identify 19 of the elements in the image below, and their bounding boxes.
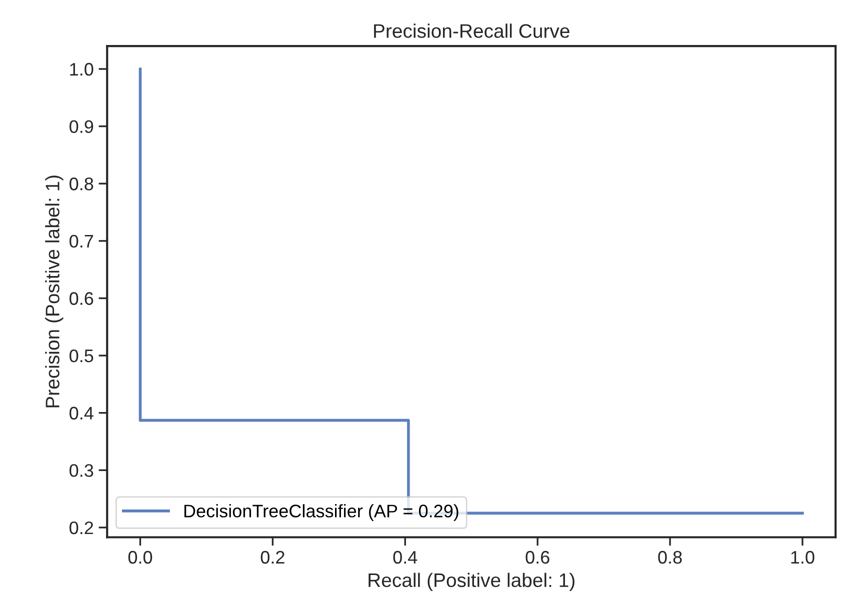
y-tick-label: 0.5: [70, 349, 94, 362]
x-tick-label: 0.0: [128, 550, 152, 564]
y-tick-label: 1.0: [70, 62, 94, 76]
y-tick-label: 0.8: [70, 178, 94, 190]
x-tick-label: 0.6: [526, 550, 550, 564]
y-tick-label: 0.9: [70, 120, 94, 134]
x-axis-title: Recall (Positive label: 1): [368, 572, 574, 591]
x-tick-label: 0.2: [260, 550, 284, 564]
y-tick-label: 0.3: [70, 464, 94, 477]
y-tick-label: 0.2: [70, 521, 94, 534]
legend-label: DecisionTreeClassifier (AP = 0.29): [184, 504, 458, 521]
x-tick-label: 0.4: [393, 550, 418, 564]
y-tick-label: 0.6: [70, 292, 94, 305]
y-axis-title: Precision (Positive label: 1): [45, 176, 64, 408]
x-tick-label: 0.8: [658, 550, 682, 564]
y-tick-label: 0.4: [70, 406, 94, 420]
y-tick-label: 0.7: [70, 234, 94, 248]
x-tick-label: 1.0: [791, 550, 814, 564]
chart-title: Precision-Recall Curve: [374, 24, 570, 38]
